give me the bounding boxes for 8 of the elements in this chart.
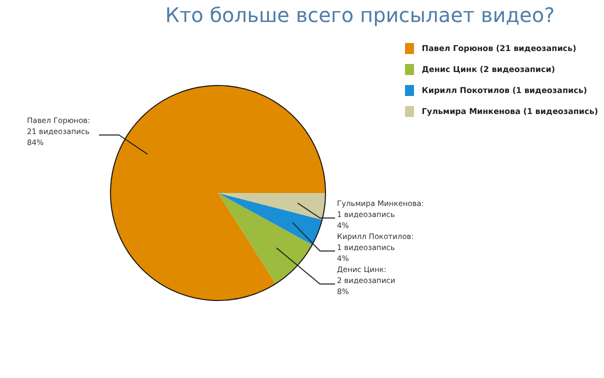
- pie-slice: [218, 193, 312, 284]
- pie-slice: [218, 193, 325, 220]
- legend-label: Гульмира Минкенова (1 видеозапись): [422, 106, 598, 118]
- chart-title: Кто больше всего присылает видео?: [165, 3, 555, 27]
- legend-label: Кирилл Покотилов (1 видеозапись): [422, 84, 588, 97]
- legend-label: Павел Горюнов (21 видеозапись): [422, 42, 576, 55]
- pie-slice: [218, 193, 322, 245]
- legend-label: Денис Цинк (2 видеозаписи): [422, 64, 556, 76]
